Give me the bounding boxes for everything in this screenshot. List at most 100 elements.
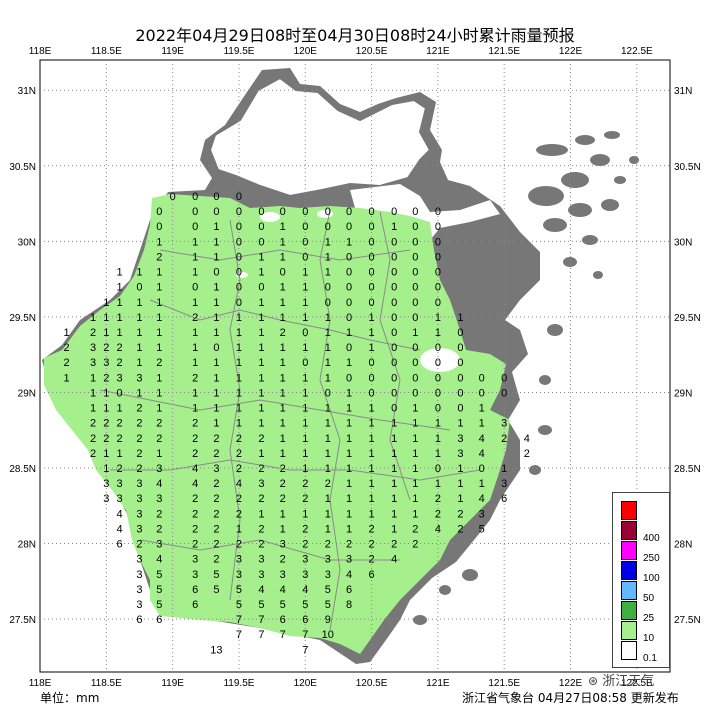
rainfall-value: 0 — [346, 251, 352, 263]
rainfall-value: 2 — [103, 342, 109, 354]
rainfall-value: 1 — [391, 478, 397, 490]
rainfall-value: 2 — [90, 418, 96, 430]
rainfall-value: 1 — [103, 297, 109, 309]
rainfall-value: 1 — [213, 403, 219, 415]
rainfall-value: 4 — [479, 448, 485, 460]
rainfall-value: 0 — [391, 387, 397, 399]
rainfall-value: 1 — [479, 403, 485, 415]
rainfall-value: 1 — [236, 357, 242, 369]
rainfall-value: 2 — [302, 523, 308, 535]
rainfall-value: 1 — [63, 372, 69, 384]
rainfall-value: 0 — [457, 342, 463, 354]
rainfall-value: 1 — [346, 387, 352, 399]
rainfall-value: 2 — [156, 418, 162, 430]
rainfall-value: 1 — [325, 448, 331, 460]
rainfall-value: 3 — [302, 554, 308, 566]
rainfall-value: 1 — [236, 523, 242, 535]
rainfall-value: 0 — [236, 221, 242, 233]
rainfall-value: 5 — [236, 584, 242, 596]
rainfall-value: 0 — [346, 206, 352, 218]
rainfall-value: 1 — [412, 327, 418, 339]
rainfall-value: 1 — [156, 267, 162, 279]
rainfall-value: 3 — [325, 569, 331, 581]
legend-swatch — [621, 541, 637, 560]
rainfall-value: 5 — [236, 599, 242, 611]
rainfall-value: 7 — [258, 629, 264, 641]
rainfall-value: 5 — [302, 599, 308, 611]
rainfall-value: 3 — [479, 508, 485, 520]
rainfall-value: 1 — [325, 267, 331, 279]
rainfall-value: 1 — [103, 312, 109, 324]
lat-tick-label-right: 30N — [674, 237, 692, 248]
rainfall-value: 0 — [391, 297, 397, 309]
rainfall-value: 3 — [192, 569, 198, 581]
rainfall-value: 4 — [302, 584, 308, 596]
rainfall-value: 2 — [457, 523, 463, 535]
rainfall-value: 1 — [346, 478, 352, 490]
rainfall-value: 0 — [156, 221, 162, 233]
rainfall-value: 2 — [258, 493, 264, 505]
rainfall-value: 7 — [258, 614, 264, 626]
rainfall-value: 1 — [192, 297, 198, 309]
rainfall-value: 1 — [213, 372, 219, 384]
rainfall-value: 0 — [280, 206, 286, 218]
rainfall-value: 0 — [302, 236, 308, 248]
county-boundaries — [99, 209, 481, 631]
rainfall-value: 7 — [236, 614, 242, 626]
rainfall-value: 4 — [236, 478, 242, 490]
rainfall-value: 1 — [346, 493, 352, 505]
rainfall-value: 6 — [501, 493, 507, 505]
rainfall-value: 3 — [117, 493, 123, 505]
rainfall-value: 1 — [325, 372, 331, 384]
rainfall-value: 1 — [258, 448, 264, 460]
rainfall-value: 0 — [369, 221, 375, 233]
rainfall-value: 1 — [369, 463, 375, 475]
rainfall-value: 1 — [213, 297, 219, 309]
rainfall-value: 0 — [192, 206, 198, 218]
rainfall-value: 1 — [136, 387, 142, 399]
legend-label: 400 — [643, 533, 660, 544]
rainfall-value: 1 — [258, 251, 264, 263]
rainfall-value: 0 — [192, 221, 198, 233]
rainfall-value: 1 — [325, 312, 331, 324]
rainfall-value: 1 — [103, 463, 109, 475]
rainfall-value: 1 — [412, 478, 418, 490]
rainfall-value: 1 — [136, 342, 142, 354]
legend-label: 50 — [643, 593, 655, 604]
rainfall-value: 1 — [369, 478, 375, 490]
rainfall-value: 1 — [280, 251, 286, 263]
rainfall-value: 2 — [192, 508, 198, 520]
rainfall-value: 0 — [412, 267, 418, 279]
rainfall-value: 2 — [391, 539, 397, 551]
rainfall-value: 1 — [280, 418, 286, 430]
rainfall-value: 3 — [103, 478, 109, 490]
rainfall-value: 1 — [302, 433, 308, 445]
rainfall-value: 1 — [391, 493, 397, 505]
rainfall-value: 1 — [258, 312, 264, 324]
rainfall-value: 7 — [302, 629, 308, 641]
legend-label: 10 — [643, 633, 655, 644]
rainfall-value: 5 — [213, 569, 219, 581]
rainfall-value: 3 — [213, 463, 219, 475]
rainfall-value: 3 — [236, 554, 242, 566]
rainfall-value: 1 — [369, 403, 375, 415]
rainfall-value: 3 — [103, 493, 109, 505]
rainfall-value: 2 — [192, 372, 198, 384]
lat-tick-label-right: 29N — [674, 388, 692, 399]
rainfall-value: 1 — [280, 448, 286, 460]
rainfall-value: 4 — [117, 523, 123, 535]
rainfall-value: 7 — [236, 629, 242, 641]
rainfall-value: 0 — [435, 282, 441, 294]
rainfall-value: 1 — [258, 372, 264, 384]
rainfall-value: 3 — [90, 342, 96, 354]
rainfall-value: 1 — [258, 342, 264, 354]
lon-tick-label-bottom: 122.5E — [621, 678, 653, 689]
rainfall-value: 0 — [501, 387, 507, 399]
rainfall-value: 1 — [302, 508, 308, 520]
rainfall-value: 0 — [258, 236, 264, 248]
rainfall-value: 0 — [435, 221, 441, 233]
rainfall-value: 1 — [236, 418, 242, 430]
rainfall-value: 1 — [156, 327, 162, 339]
rainfall-value: 1 — [325, 357, 331, 369]
rainfall-value: 0 — [435, 297, 441, 309]
